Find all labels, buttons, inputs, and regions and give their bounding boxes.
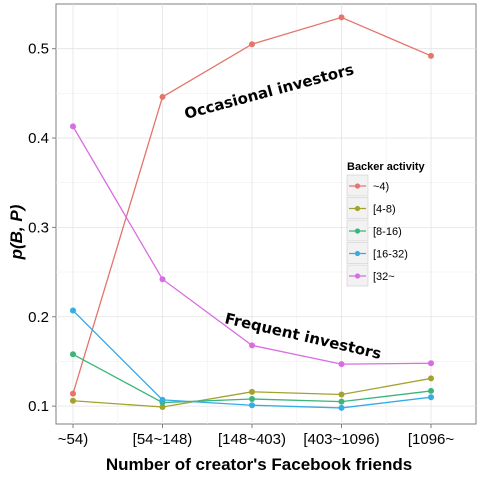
data-point [338, 404, 345, 411]
legend-key-point [354, 250, 361, 257]
legend: Backer activity ~4) [4-8) [8-16) [16-32) [32… [346, 161, 426, 287]
data-point [428, 375, 434, 382]
x-tick-label: [148~403) [218, 431, 286, 448]
data-point [249, 402, 255, 409]
series-0 [70, 14, 434, 397]
y-tick-label: 0.3 [28, 219, 49, 236]
data-point [70, 397, 76, 404]
plot-panel [55, 3, 477, 425]
series-4 [70, 123, 434, 368]
data-point [249, 41, 255, 48]
data-point [159, 404, 166, 411]
legend-label: ~4) [373, 181, 389, 193]
x-tick-label: [54~148) [133, 431, 193, 448]
data-point [159, 276, 166, 283]
legend-label: [32~ [373, 271, 395, 283]
y-axis-ticks: 0.1 0.2 0.3 0.4 0.5 [28, 41, 56, 415]
legend-item: [8-16) [346, 219, 402, 242]
x-tick-label: ~54) [58, 431, 88, 448]
data-point [428, 360, 434, 367]
legend-key-point [354, 273, 361, 279]
legend-title: Backer activity [347, 161, 426, 173]
legend-label: [4-8) [373, 204, 396, 216]
data-point [249, 342, 255, 349]
data-point [249, 388, 255, 395]
data-point [70, 307, 76, 314]
data-point [428, 52, 434, 59]
data-point [159, 396, 166, 403]
legend-item: [16-32) [346, 242, 408, 264]
data-point [249, 395, 255, 402]
y-tick-label: 0.1 [28, 398, 49, 415]
legend-label: [8-16) [373, 226, 402, 238]
y-tick-label: 0.2 [28, 309, 49, 326]
legend-key-point [354, 205, 361, 212]
y-tick-label: 0.4 [28, 130, 49, 147]
data-point [428, 387, 434, 394]
legend-item: [32~ [346, 264, 395, 287]
data-point [70, 351, 76, 358]
series-layer [70, 14, 434, 411]
data-point [338, 361, 345, 368]
data-point [338, 398, 345, 405]
legend-items: ~4) [4-8) [8-16) [16-32) [32~ [346, 174, 408, 287]
data-point [70, 123, 76, 130]
legend-item: ~4) [346, 174, 389, 197]
data-point [428, 394, 434, 401]
y-axis-title: p(B, P) [7, 204, 26, 260]
legend-key-point [354, 183, 361, 189]
data-point [70, 390, 76, 397]
x-axis-title: Number of creator's Facebook friends [106, 455, 412, 474]
x-axis-ticks: ~54) [54~148) [148~403) [403~1096) [1096~ [58, 424, 455, 448]
data-point [159, 93, 166, 100]
y-tick-label: 0.5 [28, 41, 49, 58]
data-point [338, 391, 345, 398]
series-2 [70, 351, 434, 406]
legend-item: [4-8) [346, 197, 396, 219]
x-tick-label: [1096~ [408, 431, 455, 448]
series-1 [70, 375, 434, 411]
legend-label: [16-32) [373, 249, 408, 261]
x-tick-label: [403~1096) [303, 431, 379, 448]
series-3 [70, 307, 434, 411]
data-point [338, 14, 345, 21]
legend-key-point [354, 228, 361, 234]
